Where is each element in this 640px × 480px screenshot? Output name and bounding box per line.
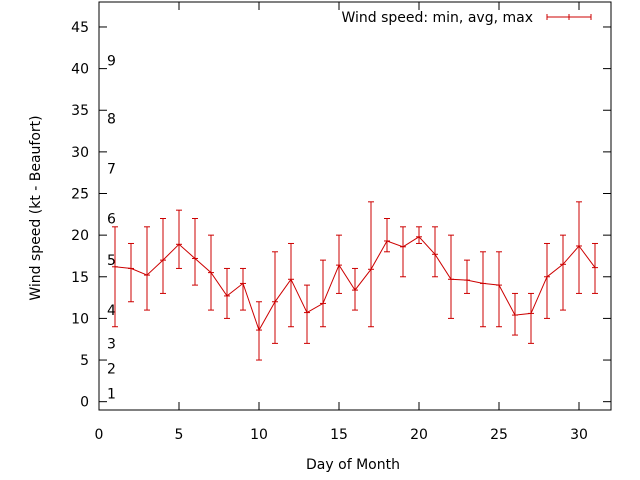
y-tick-label: 5 <box>80 353 89 369</box>
y-tick-label: 30 <box>71 145 89 161</box>
legend: Wind speed: min, avg, max <box>341 10 592 26</box>
x-tick-label: 0 <box>95 427 104 443</box>
y-tick-label: 20 <box>71 228 89 244</box>
y-axis-label: Wind speed (kt - Beaufort) <box>28 115 44 300</box>
x-tick-label: 10 <box>250 427 268 443</box>
beaufort-label: 8 <box>107 112 116 128</box>
y-tick-label: 15 <box>71 270 89 286</box>
y-tick-label: 10 <box>71 311 89 327</box>
beaufort-label: 5 <box>107 253 116 269</box>
plot-frame <box>98 1 612 411</box>
x-axis-label: Day of Month <box>306 457 400 473</box>
x-tick-label: 5 <box>175 427 184 443</box>
beaufort-label: 2 <box>107 361 116 377</box>
beaufort-label: 7 <box>107 162 116 178</box>
beaufort-scale: 1 2 3 4 5 6 7 8 9 <box>107 53 116 402</box>
x-axis: 0 5 10 15 20 25 30 <box>95 2 588 443</box>
beaufort-label: 1 <box>107 386 116 402</box>
y-tick-label: 25 <box>71 187 89 203</box>
beaufort-label: 9 <box>107 53 116 69</box>
beaufort-label: 3 <box>107 336 116 352</box>
series-line <box>112 233 598 334</box>
y-tick-label: 40 <box>71 62 89 78</box>
y-tick-label: 45 <box>71 20 89 36</box>
x-tick-label: 20 <box>410 427 428 443</box>
y-tick-label: 35 <box>71 103 89 119</box>
legend-label: Wind speed: min, avg, max <box>341 10 533 26</box>
error-bars <box>112 201 598 361</box>
y-tick-label: 0 <box>80 395 89 411</box>
x-tick-label: 15 <box>330 427 348 443</box>
x-tick-label: 25 <box>490 427 508 443</box>
legend-sample <box>546 14 592 20</box>
x-tick-label: 30 <box>570 427 588 443</box>
beaufort-label: 6 <box>107 211 116 227</box>
beaufort-label: 4 <box>107 303 116 319</box>
